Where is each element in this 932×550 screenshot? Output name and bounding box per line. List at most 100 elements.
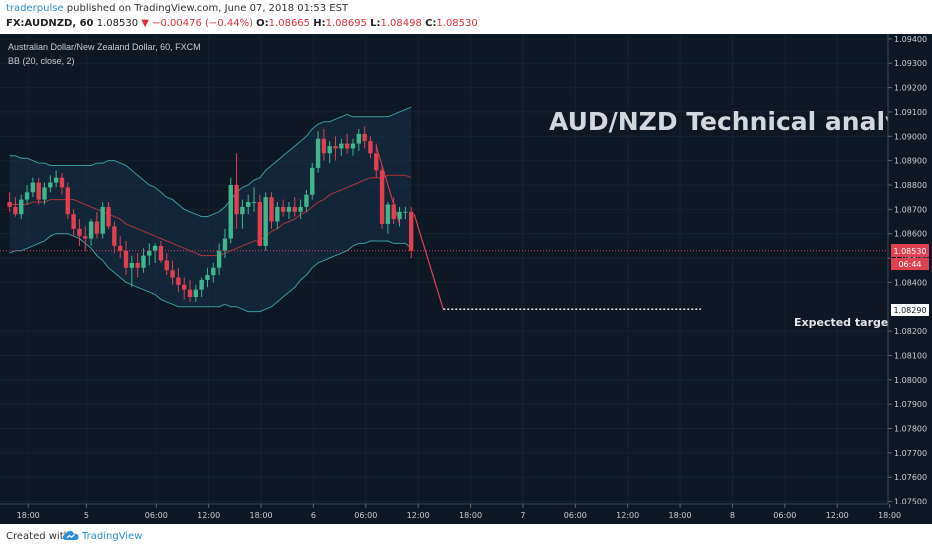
candle-body <box>48 182 53 188</box>
bollinger-lower-line <box>9 233 412 313</box>
bollinger-bands <box>9 106 412 313</box>
candle-body <box>216 250 222 268</box>
target-price-tag-text: 1.08290 <box>893 306 926 315</box>
y-tick-label: 1.09200 <box>894 84 927 93</box>
candle-body <box>88 221 94 239</box>
y-tick-label: 1.08400 <box>894 278 927 287</box>
x-tick-label: 06:00 <box>354 511 377 520</box>
candle-body <box>350 143 356 149</box>
candle-body <box>59 177 65 188</box>
candle-body <box>71 214 76 229</box>
candle-body <box>263 197 268 246</box>
time-axis[interactable]: 18:00 5 06:00 12:00 18:00 6 06:00 12:00 18:00 7 06… <box>0 503 932 524</box>
y-tick-label: 1.07600 <box>894 473 927 482</box>
candle-body <box>304 194 309 207</box>
countdown-tag-text: 06:44 <box>898 260 921 269</box>
candle-body <box>228 184 233 239</box>
candle-body <box>42 187 47 200</box>
candle-body <box>187 289 193 298</box>
candle-body <box>53 177 59 183</box>
close-value: 1.08530 <box>436 18 478 29</box>
candle-body <box>356 133 361 144</box>
tradingview-brand[interactable]: TradingView <box>82 531 143 542</box>
x-tick-label: 12:00 <box>826 511 849 520</box>
y-tick-label: 1.09400 <box>894 35 927 44</box>
candle-body <box>269 197 274 222</box>
candle-body <box>24 192 30 200</box>
x-tick-label: 18:00 <box>669 511 692 520</box>
y-tick-label: 1.08600 <box>894 230 927 239</box>
countdown-tag <box>891 258 929 270</box>
x-tick-label: 6 <box>311 511 316 520</box>
x-tick-label: 8 <box>730 511 735 520</box>
low-label: L: <box>370 18 381 29</box>
author-link[interactable]: traderpulse <box>6 3 64 14</box>
tradingview-cloud-icon <box>63 531 79 540</box>
price-change: ▼ −0.00476 (−0.44%) <box>141 18 253 29</box>
y-tick-label: 1.09300 <box>894 59 927 68</box>
footer: Created with TradingView <box>0 526 932 550</box>
projection-line <box>413 214 444 310</box>
analysis-annotation: AUD/NZD Technical analys <box>549 107 916 136</box>
y-tick-label: 1.07700 <box>894 449 927 458</box>
x-tick-label: 12:00 <box>197 511 220 520</box>
drawn-trend-line <box>375 145 401 225</box>
candle-body <box>339 143 344 149</box>
candle-body <box>199 279 204 290</box>
chart-title: Australian Dollar/New Zealand Dollar, 60… <box>8 42 201 52</box>
candle-body <box>403 211 408 213</box>
price-axis[interactable]: 1.09400 1.09300 1.09200 1.09100 1.09000 1.089… <box>887 34 932 507</box>
candle-body <box>379 170 385 224</box>
candle-body <box>362 133 367 142</box>
publish-info: traderpulse published on TradingView.com… <box>6 3 348 14</box>
symbol-label[interactable]: FX:AUDNZD, 60 <box>6 18 94 29</box>
candle-body <box>333 146 338 149</box>
candle-body <box>251 202 257 204</box>
open-label: O: <box>256 18 269 29</box>
candle-body <box>129 262 135 268</box>
bollinger-fill <box>9 107 412 312</box>
candle-body <box>176 277 181 285</box>
candle-body <box>83 236 88 239</box>
current-price-tag-text: 1.08530 <box>893 247 926 256</box>
candle-body <box>385 204 391 224</box>
publisher-header: traderpulse published on TradingView.com… <box>0 0 932 34</box>
bollinger-upper-line <box>9 106 412 218</box>
x-tick-label: 06:00 <box>145 511 168 520</box>
candle-body <box>152 245 158 251</box>
candle-body <box>205 275 210 280</box>
candle-body <box>147 250 152 256</box>
bollinger-fill-area <box>9 107 412 312</box>
candle-body <box>164 260 169 271</box>
candle-body <box>141 255 146 268</box>
candle-body <box>344 143 350 149</box>
low-value: 1.08498 <box>380 18 422 29</box>
candle-body <box>327 146 332 154</box>
y-tick-label: 1.09100 <box>894 108 927 117</box>
quote-line: FX:AUDNZD, 60 1.08530 ▼ −0.00476 (−0.44%… <box>6 18 478 29</box>
candle-body <box>36 182 41 200</box>
candle-body <box>77 228 82 237</box>
price-chart[interactable]: Australian Dollar/New Zealand Dollar, 60… <box>0 34 932 524</box>
high-value: 1.08695 <box>325 18 367 29</box>
candle-body <box>7 202 12 207</box>
x-tick-label: 18:00 <box>878 511 901 520</box>
chart-overlays <box>0 145 888 310</box>
candle-body <box>19 199 24 215</box>
candle-body <box>211 267 216 276</box>
candle-body <box>234 184 239 215</box>
indicator-label[interactable]: BB (20, close, 2) <box>8 56 75 66</box>
candle-body <box>13 206 18 215</box>
x-tick-label: 18:00 <box>17 511 40 520</box>
y-tick-label: 1.07900 <box>894 400 927 409</box>
candle-body <box>292 206 297 212</box>
published-text: published on TradingView.com, June 07, 2… <box>66 3 349 14</box>
candle-body <box>106 206 111 227</box>
candle-body <box>321 138 327 154</box>
candle-body <box>246 202 251 207</box>
candle-body <box>374 153 379 171</box>
candle-body <box>298 206 303 212</box>
candle-body <box>30 182 36 193</box>
y-tick-label: 1.08000 <box>894 376 927 385</box>
candle-body <box>408 211 414 251</box>
